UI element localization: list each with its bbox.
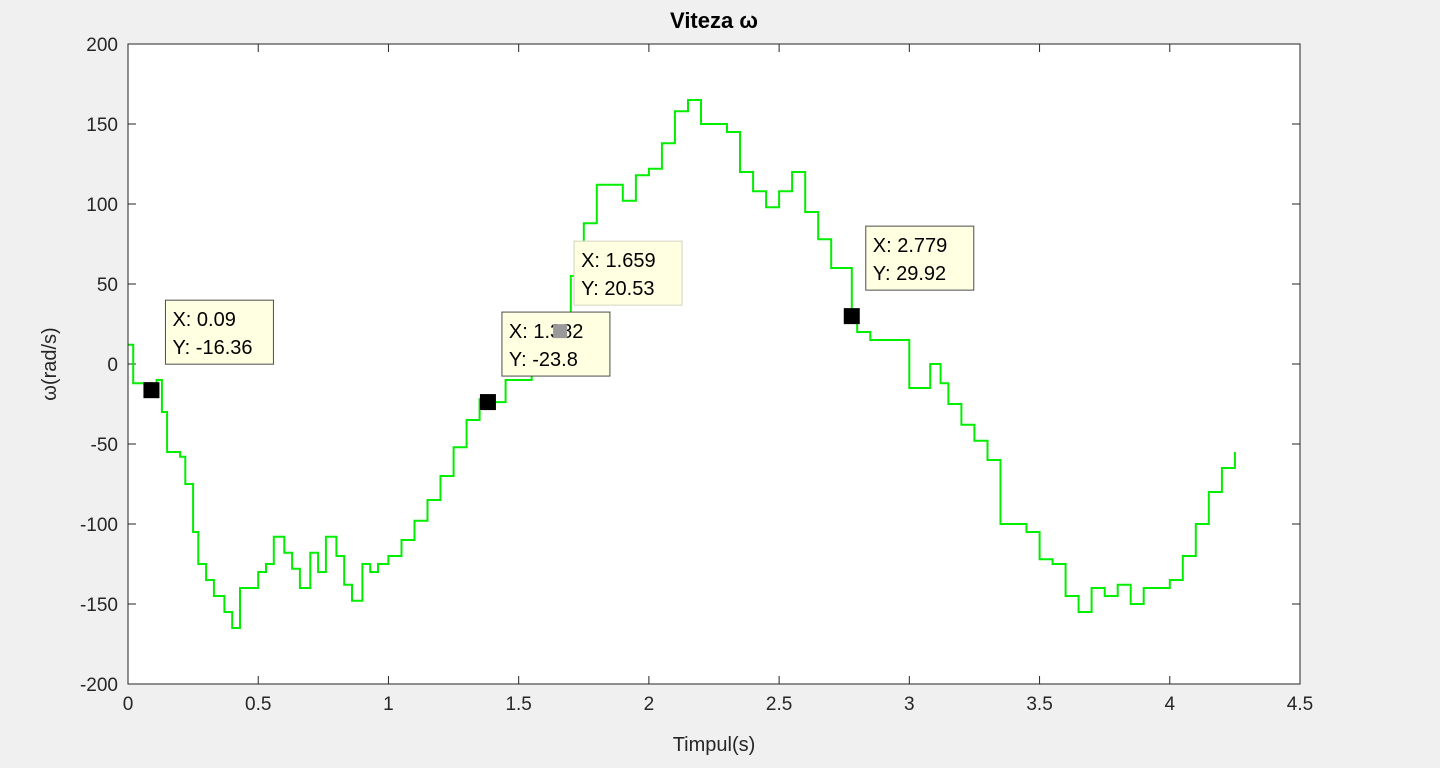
y-tick-label: -200: [80, 675, 118, 696]
datatip-y-label: Y: 29.92: [873, 263, 946, 285]
y-tick-label: 100: [86, 195, 118, 216]
tick-labels-layer: 0 0.5 1 1.5 2 2.5 3 3.5 4 4.5 200 150 100 50 0 -50 -100 -…: [80, 35, 1313, 715]
y-tick-label: 50: [97, 275, 118, 296]
datatip-box: [164, 299, 274, 365]
x-tick-label: 4.5: [1287, 694, 1313, 715]
plot-area[interactable]: [128, 99, 1236, 629]
y-tick-label: 200: [86, 35, 118, 56]
x-tick-label: 2.5: [766, 694, 792, 715]
datatip-x-label: X: 0.09: [172, 309, 235, 331]
datatip-y-label: Y: 20.53: [581, 278, 654, 300]
x-tick-label: 0.5: [245, 694, 271, 715]
x-tick-label: 3: [904, 694, 915, 715]
datatip-marker[interactable]: [553, 324, 568, 339]
x-tick-label: 1.5: [505, 694, 531, 715]
x-tick-label: 1: [383, 694, 394, 715]
datatip-marker[interactable]: [843, 308, 860, 325]
datatip-marker[interactable]: [143, 382, 160, 399]
x-tick-label: 3.5: [1026, 694, 1052, 715]
x-axis-label: Timpul(s): [673, 734, 756, 756]
x-tick-label: 2: [644, 694, 655, 715]
datatip[interactable]: X: 1.382 Y: -23.8: [479, 311, 611, 411]
datatip[interactable]: X: 0.09 Y: -16.36: [143, 299, 274, 399]
datatip-x-label: X: 2.779: [873, 235, 948, 257]
y-tick-label: -150: [80, 595, 118, 616]
datatip-box: [573, 240, 683, 306]
datatip[interactable]: X: 2.779 Y: 29.92: [843, 225, 975, 325]
axes-box: [127, 43, 1301, 685]
chart-title: Viteza ω: [670, 8, 758, 33]
datatip-x-label: X: 1.659: [581, 250, 656, 272]
datatip-marker[interactable]: [479, 394, 496, 411]
y-tick-label: -50: [91, 435, 118, 456]
datatip-box: [865, 225, 975, 291]
datatip-x-label: X: 1.382: [509, 321, 584, 343]
y-tick-label: -100: [80, 515, 118, 536]
y-tick-label: 0: [107, 355, 118, 376]
y-axis-label: ω(rad/s): [39, 327, 61, 400]
datatip-y-label: Y: -16.36: [172, 337, 252, 359]
x-tick-label: 4: [1164, 694, 1175, 715]
datatip-y-label: Y: -23.8: [509, 349, 578, 371]
y-tick-label: 150: [86, 115, 118, 136]
datatip[interactable]: X: 1.659 Y: 20.53: [553, 240, 683, 339]
axes-background: [128, 44, 1300, 684]
series-line-omega: [128, 99, 1236, 629]
x-tick-label: 0: [123, 694, 134, 715]
datatip-box: [501, 311, 611, 377]
datatips-layer: X: 0.09 Y: -16.36 X: 1.382 Y: -23.8 X: 1.659…: [143, 225, 975, 411]
